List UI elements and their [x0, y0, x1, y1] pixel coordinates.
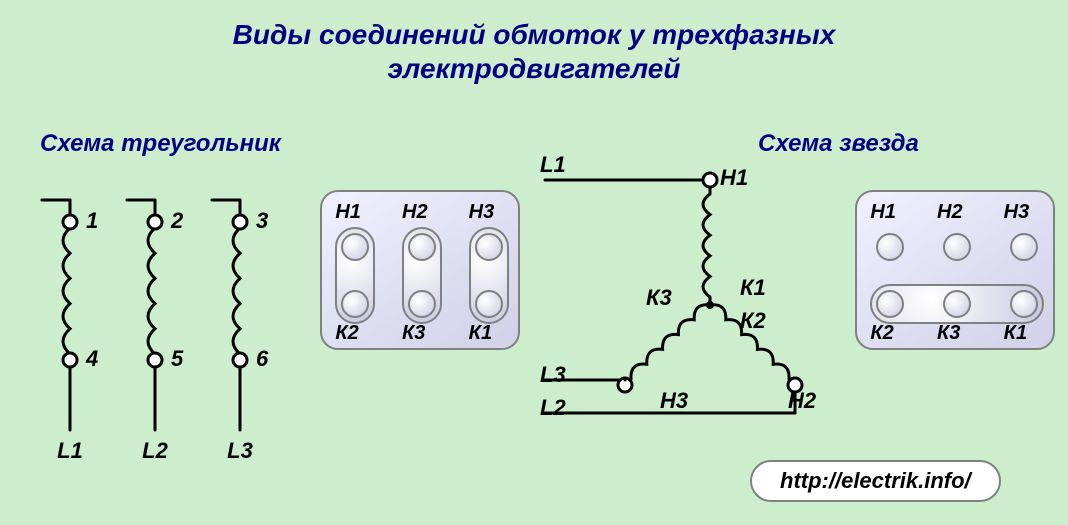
- terminal: [408, 290, 436, 318]
- delta-subtitle-text: Схема треугольник: [40, 130, 281, 157]
- terminal: [943, 233, 971, 261]
- terminal-label: К3: [402, 322, 425, 345]
- star-label: Н2: [788, 388, 816, 414]
- terminal-label: Н2: [937, 201, 963, 224]
- terminal-label: Н3: [1004, 201, 1030, 224]
- terminal-label: Н1: [335, 201, 361, 224]
- terminal: [475, 290, 503, 318]
- terminal: [943, 290, 971, 318]
- terminal-label: К1: [1004, 322, 1027, 345]
- star-label: L2: [540, 395, 566, 421]
- svg-text:L3: L3: [227, 438, 253, 463]
- main-title: Виды соединений обмоток у трехфазных эле…: [0, 18, 1068, 85]
- title-line-2: электродвигателей: [387, 53, 680, 84]
- diagram-canvas: Виды соединений обмоток у трехфазных эле…: [0, 0, 1068, 525]
- svg-text:3: 3: [256, 208, 268, 233]
- svg-text:4: 4: [85, 346, 98, 371]
- svg-text:L1: L1: [57, 438, 83, 463]
- svg-text:2: 2: [170, 208, 184, 233]
- star-label: К2: [740, 308, 766, 334]
- svg-text:1: 1: [86, 208, 98, 233]
- terminal-label: К3: [937, 322, 960, 345]
- star-label: L1: [540, 152, 566, 178]
- terminal: [408, 233, 436, 261]
- terminal: [876, 233, 904, 261]
- terminal-label: Н1: [870, 201, 896, 224]
- star-terminal-box: Н1 К2 Н2 К3 Н3 К1: [855, 190, 1055, 350]
- svg-text:5: 5: [171, 346, 184, 371]
- terminal-label: Н3: [469, 201, 495, 224]
- star-label: Н1: [720, 165, 748, 191]
- terminal-label: Н2: [402, 201, 428, 224]
- terminal: [1010, 233, 1038, 261]
- terminal-label: К2: [335, 322, 358, 345]
- delta-terminal-box: Н1 К2 Н2 К3 Н3 К1: [320, 190, 520, 350]
- svg-text:6: 6: [256, 346, 269, 371]
- terminal-label: К2: [870, 322, 893, 345]
- star-label: Н3: [660, 388, 688, 414]
- source-url: http://electrik.info/: [750, 460, 1001, 502]
- source-url-text: http://electrik.info/: [780, 468, 971, 493]
- title-line-1: Виды соединений обмоток у трехфазных: [233, 19, 836, 50]
- terminal: [475, 233, 503, 261]
- terminal: [1010, 290, 1038, 318]
- terminal-label: К1: [469, 322, 492, 345]
- star-label: К1: [740, 275, 766, 301]
- delta-schematic: 1 4 L1 2 5 L2 3 6 L3: [20, 180, 310, 480]
- star-label: К3: [646, 285, 672, 311]
- star-label: L3: [540, 362, 566, 388]
- svg-text:L2: L2: [142, 438, 168, 463]
- delta-subtitle: Схема треугольник: [40, 130, 281, 158]
